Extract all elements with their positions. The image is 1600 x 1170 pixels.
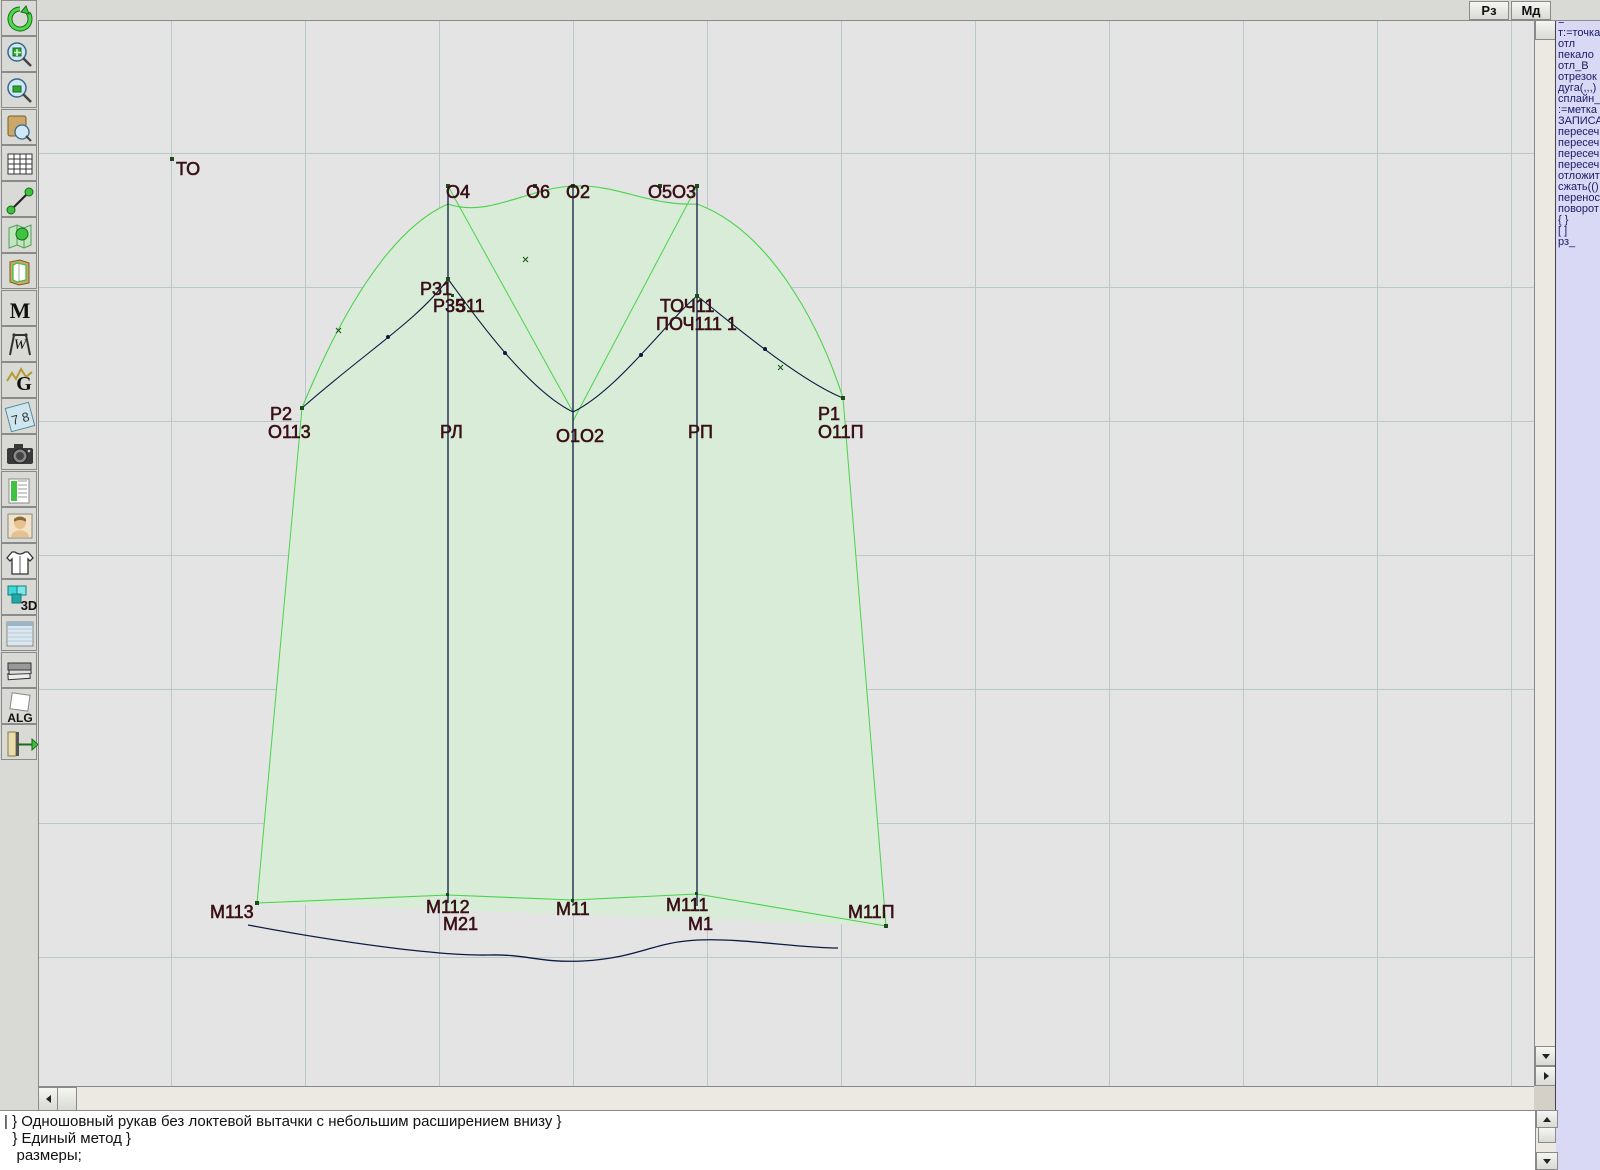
svg-text:G: G [16, 373, 32, 395]
svg-text:О1О2: О1О2 [556, 426, 604, 446]
svg-text:M: M [10, 298, 31, 323]
svg-text:О4: О4 [446, 182, 470, 202]
svg-text:М113: М113 [210, 902, 254, 922]
svg-text:Р1: Р1 [818, 404, 840, 424]
svg-text:ТОЧ11: ТОЧ11 [660, 296, 714, 316]
svg-text:ПОЧ111 1: ПОЧ111 1 [656, 314, 737, 334]
svg-text:РЛ: РЛ [440, 422, 463, 442]
svg-text:W: W [14, 337, 28, 353]
svg-text:311: 311 [456, 296, 485, 316]
svg-text:О11П: О11П [818, 422, 864, 442]
svg-text:ALG: ALG [7, 711, 32, 725]
svg-text:М11: М11 [556, 899, 590, 919]
svg-text:3D: 3D [21, 598, 38, 613]
svg-text:М1: М1 [688, 914, 713, 934]
svg-text:О113: О113 [268, 422, 311, 442]
svg-text:РП: РП [688, 422, 713, 442]
svg-text:М11П: М11П [848, 902, 895, 922]
svg-text:Р2: Р2 [270, 404, 292, 424]
svg-text:О6: О6 [526, 182, 550, 202]
svg-text:О2: О2 [566, 182, 590, 202]
svg-text:М111: М111 [666, 895, 708, 915]
svg-text:О5О3: О5О3 [648, 182, 696, 202]
svg-text:ТО: ТО [176, 159, 200, 179]
svg-text:М21: М21 [443, 914, 478, 934]
